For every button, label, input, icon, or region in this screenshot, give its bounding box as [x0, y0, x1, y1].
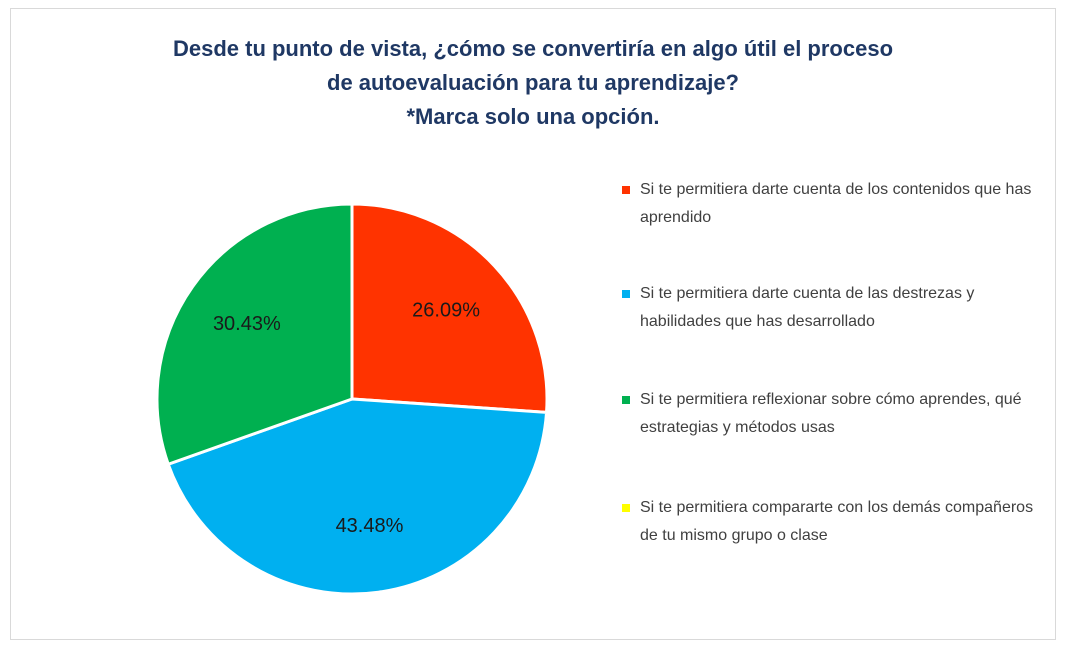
- pie-slice: [350, 202, 549, 414]
- legend-item: Si te permitiera compararte con los demá…: [622, 494, 1042, 550]
- pie-slice: [166, 397, 549, 596]
- legend-label: Si te permitiera darte cuenta de las des…: [640, 285, 975, 330]
- legend-swatch: [622, 504, 630, 512]
- chart-subtitle: *Marca solo una opción.: [406, 104, 660, 129]
- chart-frame: [10, 8, 1056, 640]
- legend-item: Si te permitiera darte cuenta de los con…: [622, 176, 1042, 232]
- pie-slice: [155, 202, 354, 467]
- data-label: 30.43%: [213, 313, 281, 335]
- legend-item: Si te permitiera darte cuenta de las des…: [622, 280, 1042, 336]
- legend-swatch: [622, 186, 630, 194]
- data-label: 43.48%: [336, 515, 404, 537]
- legend-label: Si te permitiera reflexionar sobre cómo …: [640, 391, 1022, 436]
- chart-title: Desde tu punto de vista, ¿cómo se conver…: [172, 36, 894, 61]
- chart-title: de autoevaluación para tu aprendizaje?: [327, 70, 739, 95]
- legend-item: Si te permitiera reflexionar sobre cómo …: [622, 386, 1042, 442]
- legend-swatch: [622, 396, 630, 404]
- data-label: 26.09%: [412, 299, 480, 321]
- legend-label: Si te permitiera compararte con los demá…: [640, 499, 1034, 544]
- legend-swatch: [622, 290, 630, 298]
- legend-label: Si te permitiera darte cuenta de los con…: [640, 181, 1032, 226]
